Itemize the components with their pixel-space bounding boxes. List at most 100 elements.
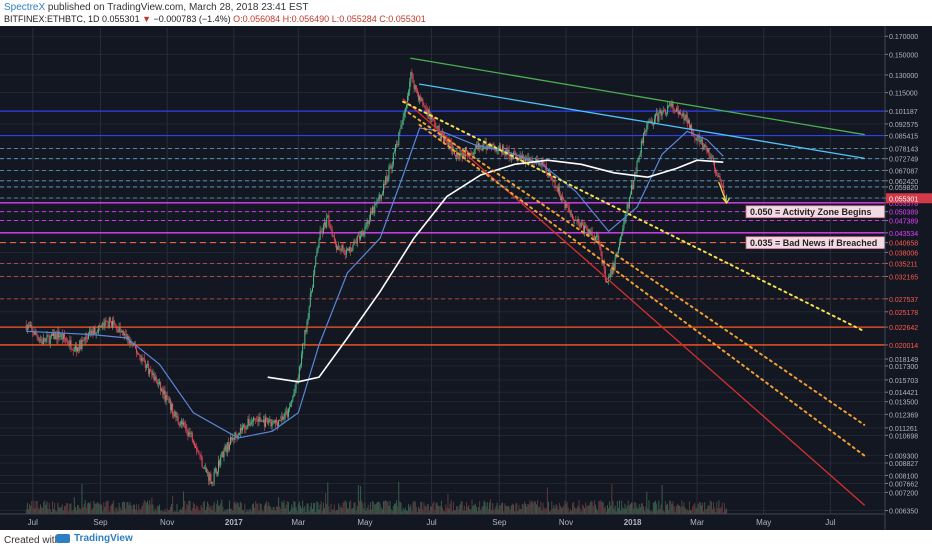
candle-body [585, 225, 587, 228]
volume-bar [593, 500, 595, 514]
volume-bar [616, 501, 618, 514]
candle-body [249, 424, 251, 426]
volume-bar [86, 503, 88, 514]
candle-body [345, 249, 347, 255]
volume-bar [681, 500, 683, 514]
trendline-yellow-dotted [402, 100, 866, 333]
volume-bar [572, 503, 574, 514]
candle-body [316, 251, 318, 257]
candle-body [458, 158, 460, 160]
volume-bar [482, 505, 484, 514]
candle-body [97, 325, 99, 333]
trendlines [402, 57, 866, 506]
volume-bar [105, 501, 107, 514]
candle-body [671, 103, 673, 107]
candle-body [313, 274, 315, 288]
candle-body [115, 325, 117, 326]
volume-bar [508, 506, 510, 514]
volume-bar [32, 508, 34, 514]
volume-bar [623, 508, 625, 514]
volume-bar [343, 501, 345, 514]
candle-body [336, 244, 338, 250]
candle-body [584, 225, 586, 232]
volume-bar [131, 509, 133, 514]
candle-body [473, 149, 475, 155]
candle-body [179, 423, 181, 426]
candle-body [203, 468, 205, 469]
candle-body [413, 82, 415, 90]
volume-bar [460, 501, 462, 514]
volume-bar [493, 510, 495, 514]
price-chart[interactable]: 0.050 = Activity Zone Begins 0.035 = Bad … [0, 26, 932, 530]
candle-body [298, 366, 300, 379]
volume-bar [243, 510, 245, 514]
volume-bar [283, 500, 285, 514]
volume-bar [236, 501, 238, 514]
volume-bar [78, 505, 80, 514]
volume-bar [200, 505, 202, 514]
candle-body [687, 120, 689, 124]
volume-bar [286, 501, 288, 514]
volume-bar [602, 502, 604, 514]
volume-bar [646, 491, 648, 514]
candle-body [159, 381, 161, 384]
candle-body [535, 159, 537, 161]
candle-body [361, 230, 363, 236]
candle-body [71, 349, 73, 350]
volume-bar [659, 508, 661, 514]
candle-body [299, 365, 301, 367]
candle-body [446, 139, 448, 144]
candle-body [322, 225, 324, 234]
volume-bar [209, 507, 211, 514]
volume-bar [302, 500, 304, 514]
volume-bar [360, 486, 362, 514]
volume-bar [692, 506, 694, 514]
candle-body [488, 143, 490, 149]
time-axis[interactable]: Jul Sep Nov 2017 Mar May Jul Sep Nov 2018 Mar May Ju… [0, 513, 885, 527]
price-axis[interactable]: 0.170000 0.150000 0.130000 0.115000 0.101187… [884, 26, 932, 530]
volume-bar [674, 511, 676, 514]
volume-bar [476, 511, 478, 514]
candle-body [631, 184, 633, 195]
candle-body [56, 333, 58, 340]
volume-bar [537, 500, 539, 514]
candle-body [225, 445, 227, 453]
candle-body [295, 380, 297, 390]
candle-body [579, 223, 581, 228]
x-tick-label: Sep [93, 518, 108, 527]
candle-body [621, 234, 623, 237]
volume-bar [289, 511, 291, 514]
candle-body [169, 399, 171, 411]
candle-body [315, 256, 317, 266]
candle-body [183, 422, 185, 425]
volume-bar [389, 500, 391, 514]
tradingview-brand[interactable]: TradingView [56, 533, 133, 544]
volume-bar [558, 502, 560, 514]
candle-body [504, 154, 506, 156]
volume-bar [569, 508, 571, 514]
volume-bar [543, 507, 545, 514]
volume-bar [334, 510, 336, 514]
volume-bar [597, 510, 599, 514]
candle-body [357, 235, 359, 237]
volume-bar [363, 508, 365, 514]
volume-bar [269, 506, 271, 514]
volume-bar [307, 503, 309, 514]
candle-body [224, 445, 226, 450]
candle-body [103, 322, 105, 327]
volume-bar [150, 504, 152, 514]
publisher-name[interactable]: SpectreX [4, 2, 46, 13]
candle-body [682, 113, 684, 116]
volume-bar [464, 510, 466, 514]
volume-bar [442, 507, 443, 514]
candle-body [44, 338, 46, 342]
candle-body [286, 411, 288, 417]
candle-body [450, 141, 452, 152]
candle-body [576, 219, 578, 222]
candle-body [514, 152, 516, 154]
volume-bar [171, 504, 173, 514]
volume-bar [340, 505, 342, 514]
candle-body [593, 235, 595, 241]
candle-body [25, 324, 27, 330]
volume-bar [407, 511, 409, 514]
